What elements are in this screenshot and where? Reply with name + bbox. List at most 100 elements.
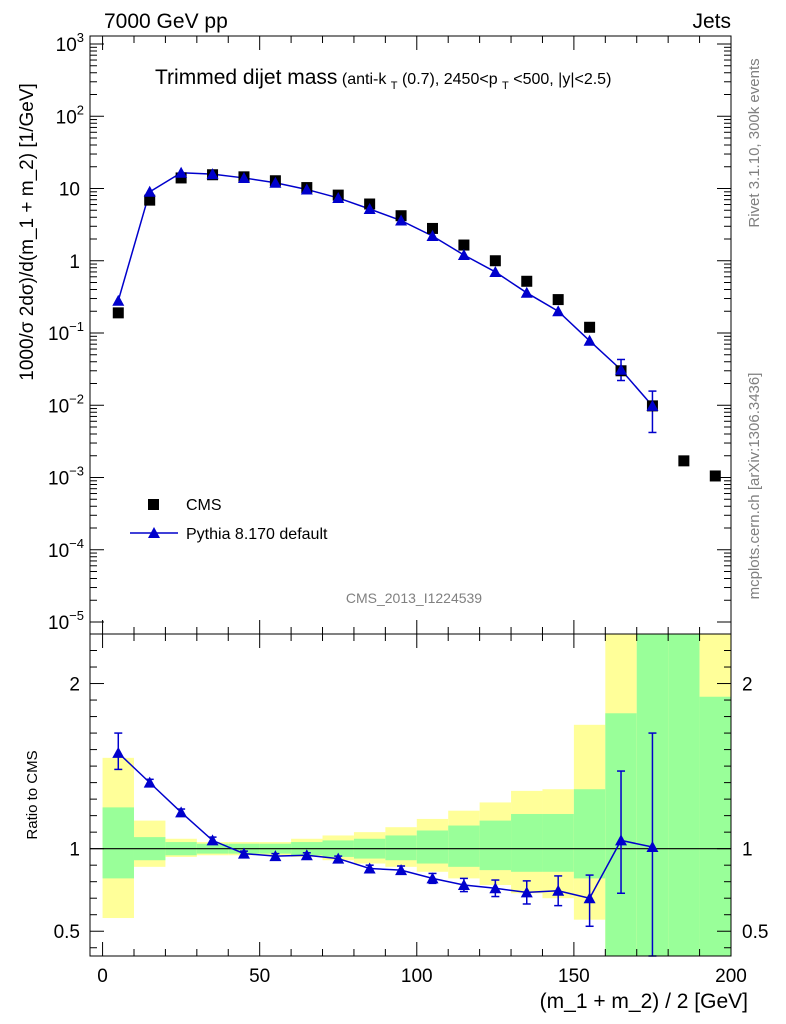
ratio-point [300, 849, 313, 861]
y-tick-label: 103 [56, 30, 84, 56]
y-tick-label: 10 [59, 180, 80, 201]
main-plot-area [112, 166, 721, 482]
title-sub-3: <500, |y|<2.5) [513, 71, 611, 88]
y-tick-label: 10−3 [48, 464, 84, 490]
uncertainty-band-inner [102, 807, 134, 879]
main-frame [89, 35, 732, 635]
title-sub-2: (0.7), 2450<p [402, 71, 498, 88]
ratio-point [269, 850, 282, 862]
mcplots-label: mcplots.cern.ch [arXiv:1306.3436] [746, 373, 763, 600]
ratio-frame [89, 633, 732, 957]
uncertainty-band-inner [479, 820, 512, 871]
y-tick-label: 10−1 [48, 319, 84, 345]
ratio-point [426, 872, 439, 884]
ratio-y-label: Ratio to CMS [24, 750, 41, 839]
pythia-point [426, 230, 439, 242]
y-tick-label: 10−2 [48, 391, 84, 417]
ratio-panel: 0 50 100 150 200 0.5 0.5 1 1 2 2 Ratio to CMS (m_1… [24, 633, 768, 1013]
ratio-point [143, 776, 156, 788]
y-tick-label: 10−5 [48, 608, 84, 634]
ratio-y-tick-label: 0.5 [54, 922, 80, 943]
uncertainty-band-inner [542, 813, 574, 872]
rivet-label: Rivet 3.1.10, 300k events [746, 58, 763, 227]
ratio-point [583, 892, 596, 904]
ratio-point [520, 886, 533, 898]
pythia-point [143, 185, 156, 197]
uncertainty-band-inner [511, 813, 543, 872]
x-tick-label: 50 [249, 966, 270, 987]
title-sub-1: (anti-k [342, 71, 387, 88]
cms-point [144, 194, 156, 206]
cms-point [678, 455, 690, 467]
pythia-point [269, 176, 282, 188]
ratio-point [112, 746, 125, 758]
pythia-point [395, 214, 408, 226]
y-tick-label: 10−4 [48, 536, 84, 562]
ratio-y-tick-label: 2 [69, 675, 80, 696]
chart-title: Trimmed dijet mass (anti-k T (0.7), 2450… [155, 66, 611, 93]
cms-point [709, 470, 721, 482]
x-tick-label: 200 [715, 966, 747, 987]
uncertainty-band-inner [385, 835, 417, 861]
legend-label-cms: CMS [186, 497, 222, 514]
pythia-point [300, 183, 313, 195]
title-sub-sub-1: T [391, 80, 398, 92]
x-tick-label: 0 [97, 966, 108, 987]
legend-marker-cms [148, 499, 159, 510]
pythia-point [175, 166, 188, 178]
pythia-point [615, 363, 628, 375]
pythia-point [457, 249, 470, 261]
uncertainty-band-inner [416, 830, 449, 864]
ratio-point [552, 884, 565, 896]
cms-point [112, 307, 124, 319]
ratio-y-tick-label-right: 1 [742, 840, 753, 861]
ratio-point [206, 834, 219, 846]
cms-point [458, 239, 470, 251]
y-tick-label: 1 [69, 252, 80, 273]
header-right: Jets [692, 10, 731, 33]
x-tick-label: 150 [558, 966, 590, 987]
pythia-point [332, 191, 345, 203]
pythia-point [112, 294, 125, 306]
chart-title-main: Trimmed dijet mass [155, 66, 337, 89]
ratio-point [175, 806, 188, 818]
ratio-plot-area [90, 634, 731, 957]
ratio-y-tick-label-right: 2 [742, 675, 753, 696]
legend-label-pythia: Pythia 8.170 default [186, 526, 328, 543]
ratio-line [117, 752, 653, 900]
ratio-point [646, 841, 659, 853]
header-left: 7000 GeV pp [104, 10, 228, 33]
uncertainty-band-inner [573, 789, 606, 879]
pythia-point [237, 171, 250, 183]
uncertainty-band-inner [448, 825, 480, 867]
legend: CMS Pythia 8.170 default [130, 497, 328, 543]
uncertainty-band-inner [699, 696, 731, 956]
pythia-point [646, 399, 659, 411]
cms-point [426, 222, 438, 234]
pythia-line [117, 172, 654, 407]
pythia-point [363, 203, 376, 215]
pythia-point [489, 265, 502, 277]
ratio-point [489, 882, 502, 894]
ratio-point [457, 878, 470, 890]
cms-point [489, 255, 501, 267]
pythia-point [583, 334, 596, 346]
main-y-label: 1000/σ 2dσ)/d(m_1 + m_2) [1/GeV] [17, 83, 38, 381]
x-tick-label: 100 [401, 966, 433, 987]
ratio-ticks: 0 50 100 150 200 0.5 0.5 1 1 2 2 [54, 634, 768, 987]
cms-point [584, 321, 596, 333]
ratio-y-tick-label-right: 0.5 [742, 922, 768, 943]
pythia-point [520, 286, 533, 298]
x-axis-label: (m_1 + m_2) / 2 [GeV] [540, 990, 748, 1013]
ratio-point [363, 862, 376, 874]
legend-marker-pythia [148, 527, 160, 538]
cms-point [175, 172, 187, 184]
ratio-point [332, 852, 345, 864]
pythia-point [552, 305, 565, 317]
ratio-point [615, 834, 628, 846]
main-x-ticks [102, 36, 732, 634]
y-tick-label: 102 [56, 102, 84, 128]
